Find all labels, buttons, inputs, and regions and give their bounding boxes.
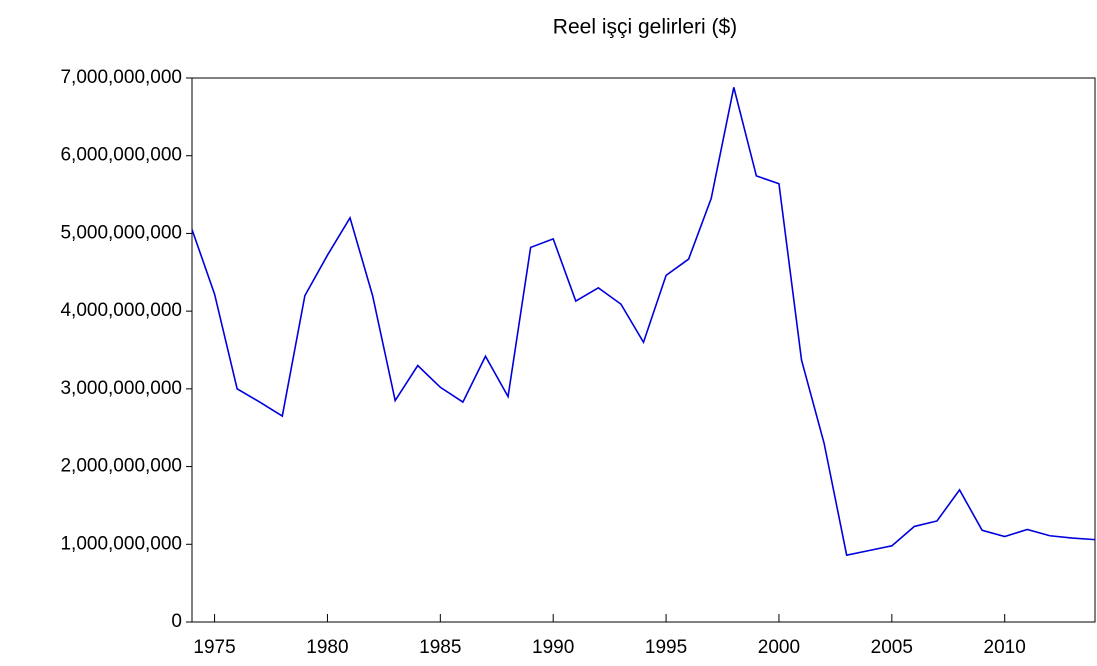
x-tick-label: 2005 bbox=[871, 637, 913, 658]
y-tick-label: 0 bbox=[171, 611, 182, 632]
y-tick-label: 7,000,000,000 bbox=[60, 67, 182, 88]
x-tick-label: 1975 bbox=[193, 637, 235, 658]
x-tick-label: 1990 bbox=[532, 637, 574, 658]
y-tick-label: 2,000,000,000 bbox=[60, 456, 182, 477]
y-tick-label: 3,000,000,000 bbox=[60, 378, 182, 399]
x-tick-label: 2010 bbox=[984, 637, 1026, 658]
y-tick-label: 4,000,000,000 bbox=[60, 300, 182, 321]
y-tick-label: 6,000,000,000 bbox=[60, 145, 182, 166]
chart-title: Reel işçi gelirleri ($) bbox=[553, 16, 737, 39]
x-tick-label: 1995 bbox=[645, 637, 687, 658]
data-line bbox=[191, 87, 1096, 557]
y-tick-label: 1,000,000,000 bbox=[60, 533, 182, 554]
x-tick-label: 1980 bbox=[306, 637, 348, 658]
plot-frame bbox=[191, 77, 1096, 623]
x-tick-label: 2000 bbox=[758, 637, 800, 658]
x-tick-label: 1985 bbox=[419, 637, 461, 658]
y-tick-label: 5,000,000,000 bbox=[60, 222, 182, 243]
